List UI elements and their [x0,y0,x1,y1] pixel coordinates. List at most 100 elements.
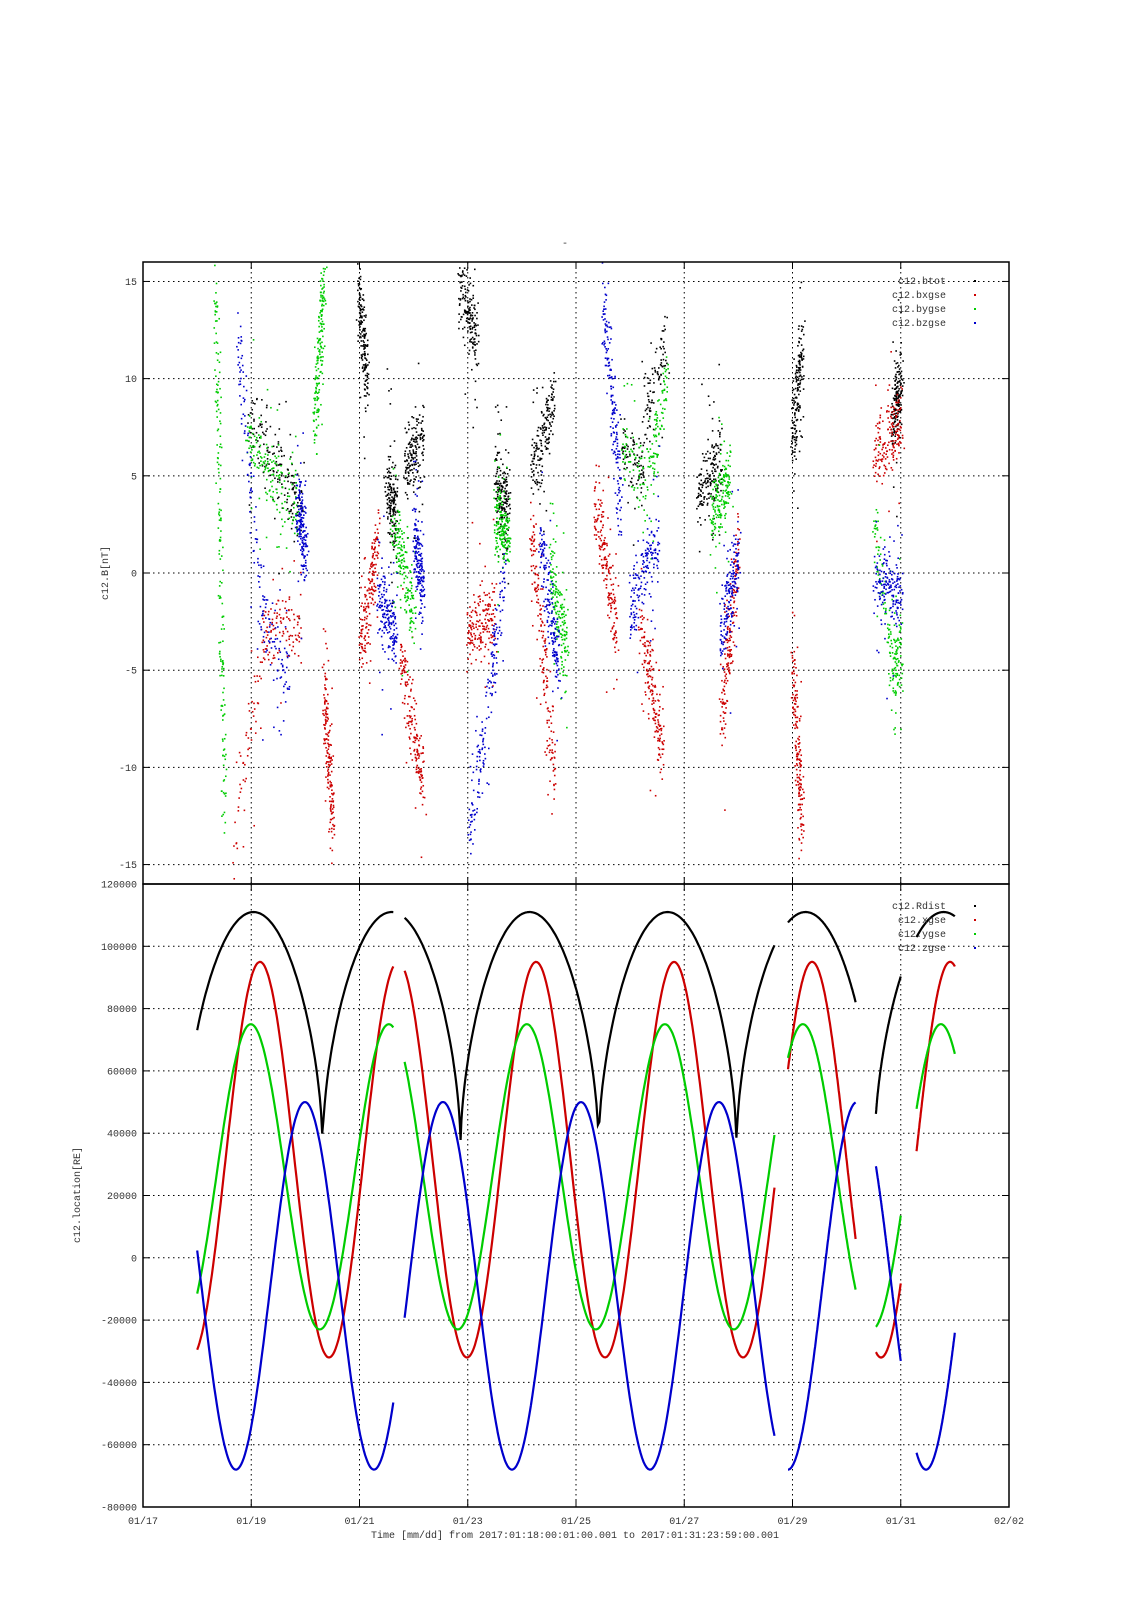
data-point [391,602,394,605]
data-point [252,461,255,464]
data-point [508,517,510,520]
data-point [791,657,794,659]
data-point [393,440,396,442]
data-point [416,443,419,446]
data-point [422,746,424,748]
data-point [479,632,482,634]
data-point [416,437,419,439]
data-point [263,614,266,617]
data-point [400,665,402,667]
data-point [552,705,554,708]
data-point [900,423,903,426]
data-point [897,403,900,406]
data-point [410,571,412,574]
data-point [315,363,318,365]
data-point [653,462,656,465]
data-point [331,808,334,810]
data-point [496,522,498,525]
data-point [257,451,259,454]
data-point [420,768,423,770]
data-point [884,465,887,468]
data-point [323,723,325,726]
data-point [244,763,246,766]
data-point [366,622,368,625]
data-point [898,368,901,370]
data-point [545,754,548,756]
data-point [536,601,538,603]
data-point [372,570,374,573]
data-point [593,489,596,492]
data-point [219,650,221,653]
data-point [645,669,648,672]
data-point [892,434,894,436]
data-point [395,520,398,523]
data-point [622,458,625,461]
data-point [795,429,798,432]
data-point [479,542,481,545]
data-point [614,630,617,632]
data-point [543,422,546,425]
data-point [555,623,558,625]
data-point [728,631,731,634]
data-point [717,530,720,533]
data-point [556,621,559,623]
data-point [418,755,421,757]
data-point [563,647,566,649]
data-point [266,388,269,391]
data-point [252,433,255,436]
data-point [464,288,467,290]
data-point [533,526,535,528]
data-point [565,690,567,693]
data-point [712,447,715,449]
data-point [278,428,281,430]
data-point [609,572,611,575]
data-point [419,771,422,773]
data-point [400,559,403,562]
data-point [244,780,246,783]
data-point [799,374,802,377]
data-point [497,497,499,499]
data-point [614,634,616,637]
data-point [612,583,615,586]
data-point [794,432,797,435]
data-point [326,647,328,650]
data-point [892,413,894,416]
data-point [288,596,291,598]
data-point [648,661,650,664]
data-point [293,626,295,629]
data-point [497,555,500,557]
data-point [548,407,551,410]
data-point [796,776,799,779]
data-point [497,528,500,530]
data-point [392,499,394,502]
data-point [804,320,806,322]
data-point [324,703,326,705]
data-point [892,440,895,442]
data-point [494,506,496,509]
data-point [268,490,271,492]
data-point [655,440,658,442]
data-point [330,757,332,760]
data-point [410,439,413,441]
data-point [219,387,221,390]
data-point [242,761,245,764]
data-point [633,489,635,491]
data-point [641,663,644,666]
data-point [536,483,538,486]
data-point [265,648,268,650]
data-point [532,514,535,517]
data-point [417,462,419,464]
data-point [471,336,474,339]
data-point [552,388,555,391]
data-point [602,564,605,566]
data-point [877,439,879,442]
data-point [890,423,893,425]
data-point [318,339,320,342]
data-point [707,477,709,480]
data-point [475,623,477,626]
data-point [250,507,253,510]
data-point [397,547,399,549]
data-point [796,753,798,756]
data-point [278,474,281,476]
data-point [598,544,600,547]
